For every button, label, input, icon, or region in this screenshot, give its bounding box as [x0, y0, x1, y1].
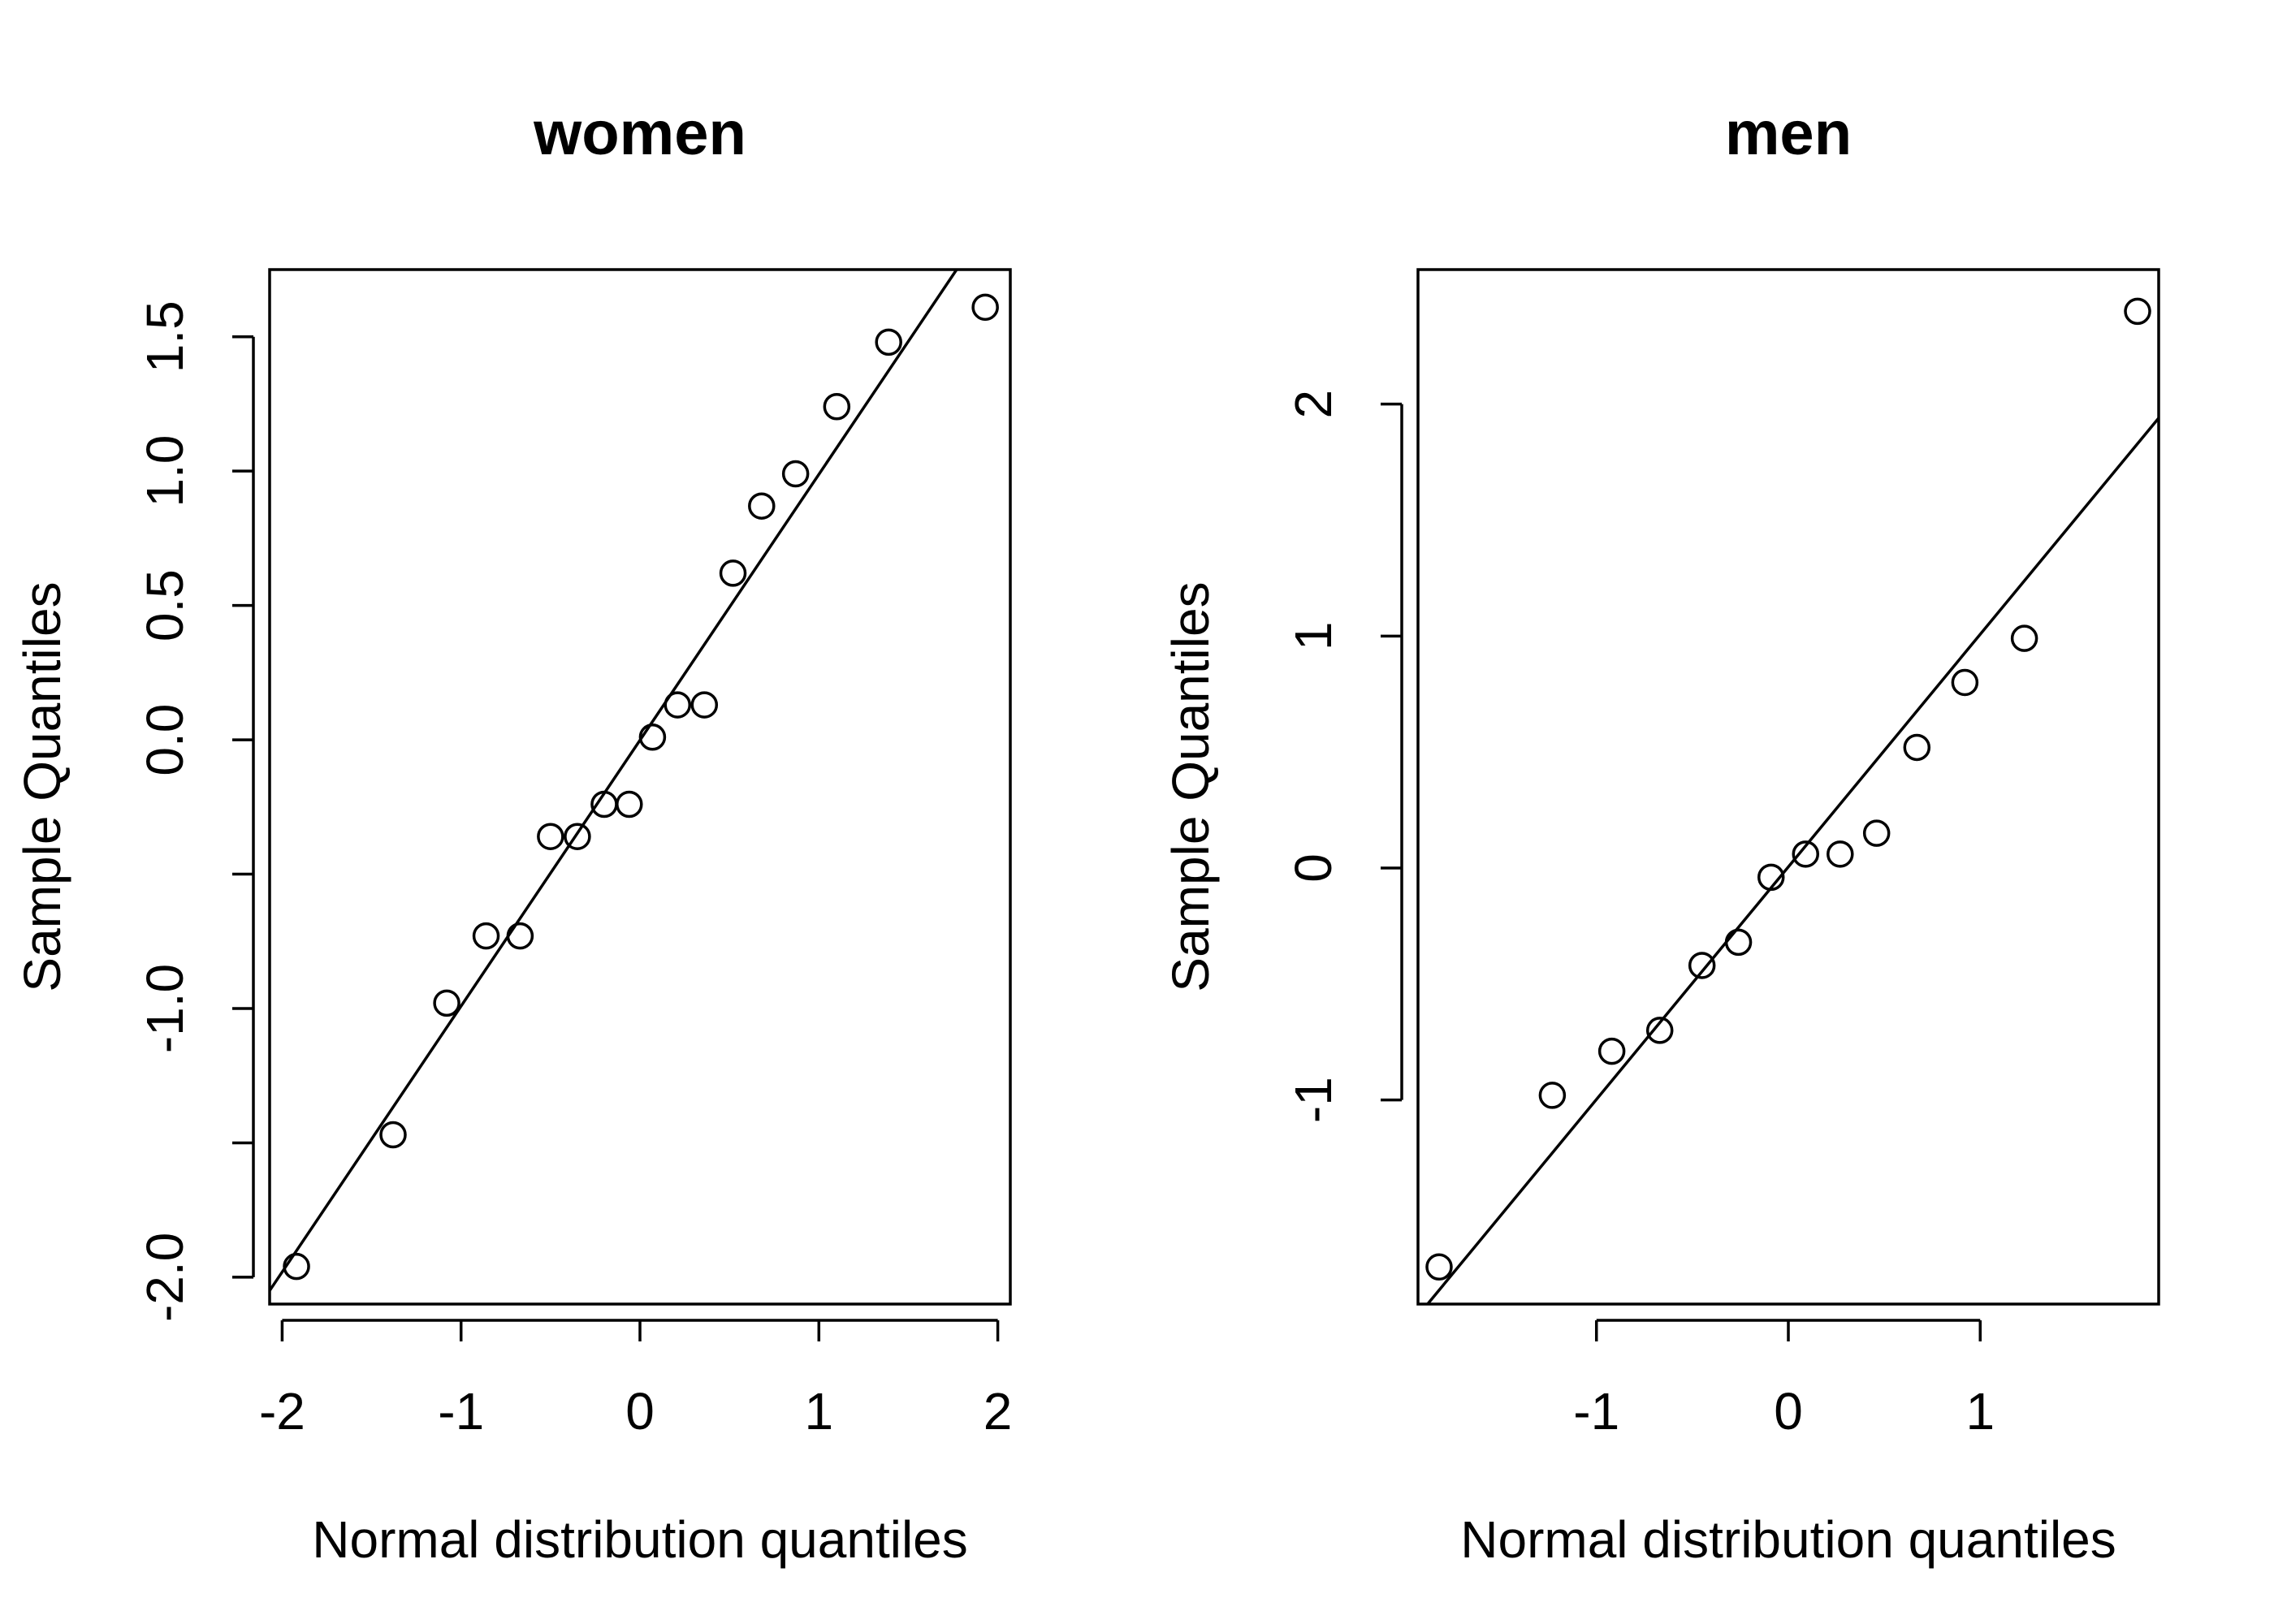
x-tick-label: 0 [625, 1382, 655, 1440]
y-axis-label: Sample Quantiles [1161, 581, 1220, 991]
men-qq-panel: men -1 0 1 -1 0 1 2 Normal distribution quantile… [1161, 99, 2160, 1569]
data-point [506, 922, 534, 950]
data-point [664, 691, 692, 719]
x-tick-label: 0 [1774, 1382, 1803, 1440]
data-point [564, 823, 591, 850]
x-tick-label: 1 [804, 1382, 833, 1440]
plot-frame [1416, 268, 2160, 1306]
x-tick-label: -1 [438, 1382, 484, 1440]
data-point [1597, 1037, 1626, 1065]
qq-reference-line [1426, 417, 2159, 1304]
data-point [1792, 840, 1820, 868]
chart-title: women [533, 99, 746, 168]
x-tick-label: -2 [259, 1382, 305, 1440]
data-point [616, 790, 643, 818]
data-point [1724, 928, 1753, 957]
data-point [1903, 733, 1931, 762]
data-point [1645, 1017, 1674, 1044]
x-tick-label: -1 [1573, 1382, 1619, 1440]
data-point [2124, 297, 2151, 326]
data-point [2010, 624, 2038, 652]
data-point [748, 492, 776, 520]
data-point [537, 823, 564, 850]
y-tick-label: -2.0 [136, 1233, 194, 1322]
data-point [283, 1252, 310, 1281]
y-tick-label: 0 [1284, 853, 1342, 883]
x-tick-label: 2 [984, 1382, 1013, 1440]
data-point [719, 559, 747, 587]
y-tick-label: 1.0 [136, 435, 194, 508]
y-tick-label: -1 [1284, 1077, 1342, 1123]
data-point [781, 460, 810, 488]
plot-frame [268, 268, 1012, 1306]
y-tick-label: 2 [1284, 390, 1342, 419]
women-qq-panel: women -2 -1 0 1 2 -2.0 -1.0 0.0 0.5 1.0 1.5 Normal d… [13, 99, 1012, 1569]
data-point [690, 691, 719, 719]
qq-reference-line [270, 270, 958, 1292]
y-tick-label: 0.0 [136, 704, 194, 776]
y-tick-label: 1.5 [136, 300, 194, 373]
x-axis-label: Normal distribution quantiles [312, 1510, 968, 1569]
data-point [1827, 840, 1854, 868]
x-tick-label: 1 [1965, 1382, 1995, 1440]
data-point [1757, 863, 1785, 892]
data-point [1862, 819, 1891, 847]
data-point [1951, 668, 1979, 697]
data-point [823, 393, 851, 421]
data-point [1538, 1082, 1567, 1109]
data-point [875, 328, 902, 356]
y-tick-label: 0.5 [136, 569, 194, 641]
x-axis-label: Normal distribution quantiles [1460, 1510, 2116, 1569]
data-point [971, 293, 999, 322]
y-tick-label: -1.0 [136, 964, 194, 1053]
chart-title: men [1725, 99, 1852, 168]
y-axis-label: Sample Quantiles [13, 581, 71, 991]
data-point [638, 723, 667, 751]
data-point [379, 1121, 407, 1149]
data-point [1425, 1253, 1453, 1281]
data-point [433, 989, 460, 1017]
y-tick-label: 1 [1284, 622, 1342, 651]
data-point [1688, 952, 1716, 979]
data-point [472, 922, 500, 950]
